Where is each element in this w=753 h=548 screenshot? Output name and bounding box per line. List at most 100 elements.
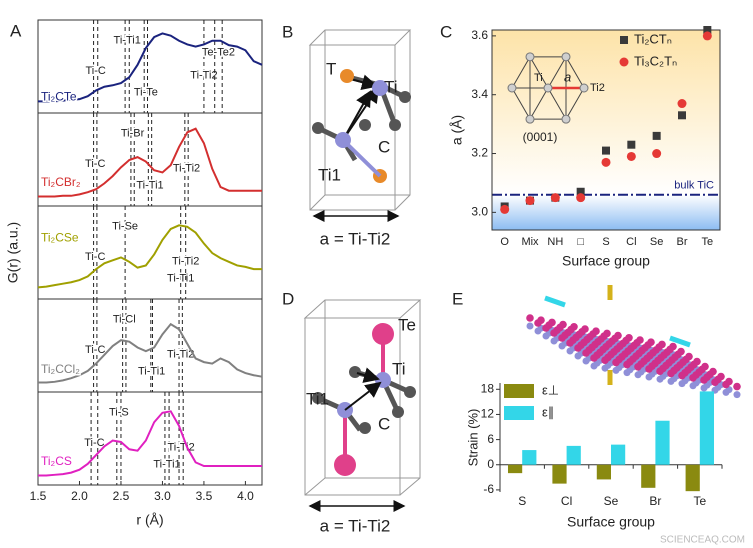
lattice-atom: [525, 52, 535, 62]
diagram-b: B T Ti C Ti1 a = Ti-Ti2: [282, 22, 412, 248]
data-point: [602, 146, 610, 155]
y-axis-label: Strain (%): [465, 409, 480, 467]
annotation: Ti-C: [85, 344, 105, 356]
x-axis-label: Surface group: [562, 253, 650, 269]
data-point: [576, 193, 586, 203]
caption: a = Ti-Ti2: [320, 516, 391, 535]
atom: [678, 371, 686, 380]
x-tick-label: 4.0: [237, 489, 254, 503]
atom: [689, 382, 697, 390]
x-tick-label: Se: [604, 494, 619, 508]
inset-label: a: [564, 69, 571, 84]
atom: [612, 358, 620, 367]
atom: [558, 334, 566, 342]
atom-label: C: [378, 414, 390, 433]
data-point: [652, 131, 661, 140]
data-point: [652, 149, 662, 159]
lattice-atom: [543, 83, 553, 93]
x-tick-label: Te: [702, 236, 714, 248]
data-point: [677, 99, 687, 109]
bar: [522, 450, 537, 465]
line-series: [38, 127, 262, 198]
data-point: [678, 111, 686, 120]
x-tick-label: NH: [547, 236, 563, 248]
y-tick-label: 3.0: [471, 205, 488, 219]
x-tick-label: 2.0: [71, 489, 88, 503]
bar: [655, 420, 670, 465]
inset-label: Ti2: [590, 82, 605, 94]
lattice-atom: [579, 83, 589, 93]
atom: [582, 349, 590, 357]
atom: [678, 380, 686, 388]
panel-letter: E: [452, 289, 463, 308]
y-tick-label: -6: [483, 482, 494, 496]
atom: [558, 342, 566, 350]
lattice-edge: [511, 87, 531, 120]
bar: [685, 464, 700, 492]
atom: [689, 374, 697, 382]
data-point: [626, 151, 636, 161]
data-point: [576, 187, 585, 196]
lattice-edge: [565, 87, 585, 120]
atom-label: Te: [398, 315, 416, 334]
y-tick-label: 0: [487, 457, 494, 471]
y-axis-label: G(r) (a.u.): [5, 222, 21, 283]
atom: [623, 369, 631, 377]
atom: [656, 367, 664, 376]
x-tick-label: S: [602, 236, 609, 248]
atom: [601, 356, 609, 365]
x-tick-label: 3.0: [154, 489, 171, 503]
lattice-edge: [529, 87, 549, 120]
annotation: Ti-Br: [121, 127, 145, 139]
annotation: Ti-C: [85, 251, 105, 263]
lattice-edge: [511, 56, 531, 89]
bar: [699, 391, 715, 465]
x-tick-label: 3.5: [196, 489, 213, 503]
line-series: [37, 224, 262, 289]
bar: [566, 445, 581, 465]
atom: [667, 369, 675, 378]
strain-arrow: [669, 335, 691, 348]
atom: [733, 382, 741, 391]
atom: [566, 347, 574, 355]
atom-label: Ti1: [318, 165, 341, 184]
lattice-atom: [507, 83, 517, 93]
reference-label: bulk TiC: [674, 180, 714, 192]
x-axis-label: Surface group: [567, 514, 655, 530]
x-tick-label: S: [518, 494, 526, 508]
legend-label: ε∥: [542, 404, 554, 419]
atom: [590, 354, 598, 362]
series-label: Ti₂CCl₂: [41, 362, 80, 376]
atom: [700, 384, 708, 392]
y-tick-label: 3.6: [471, 28, 488, 42]
annotation: Ti-Ti1: [138, 365, 165, 377]
subplot-frame: [37, 391, 263, 486]
bar: [641, 464, 656, 488]
x-tick-label: Br: [677, 236, 688, 248]
y-tick-label: 12: [481, 407, 495, 421]
annotation: Ti-S: [109, 406, 129, 418]
annotation: Ti-C: [85, 65, 105, 77]
x-tick-label: Cl: [561, 494, 572, 508]
atom: [526, 322, 534, 330]
lattice-atom: [561, 114, 571, 124]
atom: [526, 314, 534, 322]
atom: [542, 324, 550, 332]
atom: [542, 332, 550, 340]
data-point: [601, 157, 611, 167]
annotation: Ti-Ti2: [173, 163, 200, 175]
line-series: [38, 32, 263, 103]
atom-label: C: [378, 137, 390, 156]
atom: [700, 376, 708, 384]
lattice-edge: [529, 56, 549, 89]
atom: [590, 362, 598, 370]
series-label: Ti₂CSe: [41, 231, 79, 245]
x-axis-label: r (Å): [136, 512, 163, 528]
atom-label: Ti: [384, 77, 398, 96]
data-point: [627, 140, 636, 149]
atom: [645, 373, 653, 381]
x-tick-label: Te: [693, 494, 706, 508]
inset-label: (0001): [523, 130, 558, 144]
subplot-frame: [37, 205, 263, 300]
panel-letter: A: [10, 21, 22, 40]
